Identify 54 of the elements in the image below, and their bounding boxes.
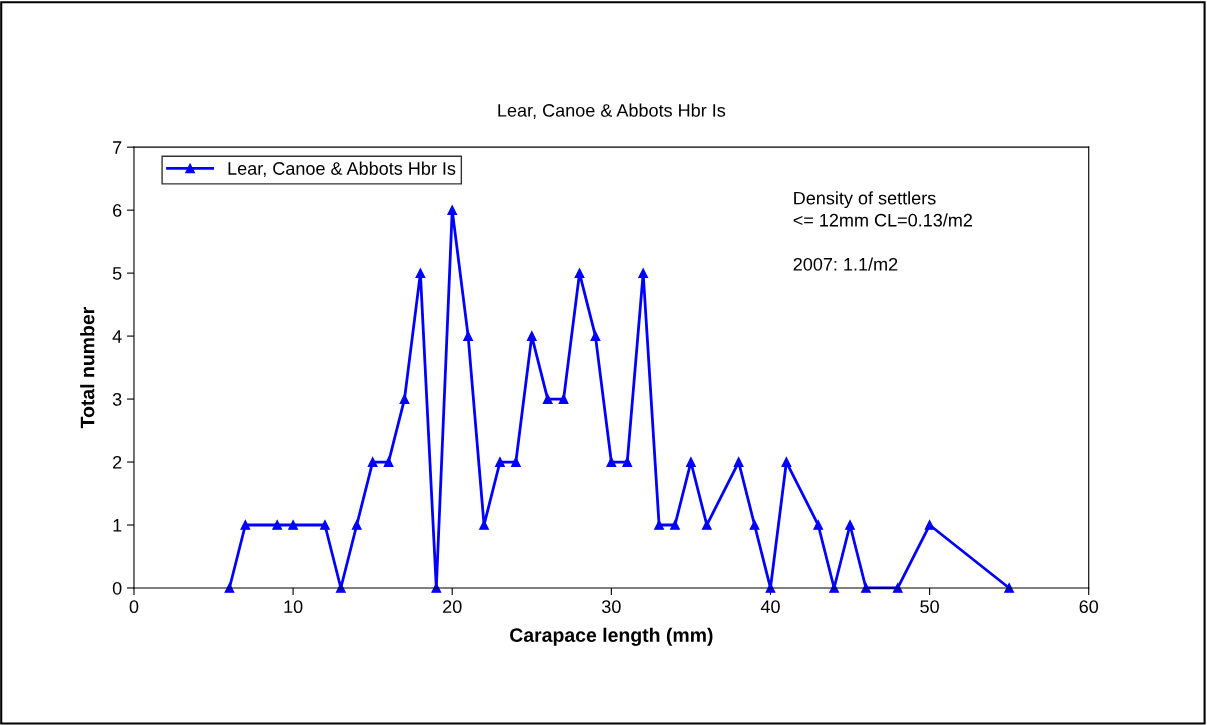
point [861, 583, 871, 593]
point [813, 520, 824, 530]
point [542, 394, 553, 404]
point [781, 457, 792, 467]
x-tick-label: 0 [129, 600, 139, 614]
y-tick-label: 7 [113, 141, 122, 154]
point [606, 457, 617, 467]
text: Density of settlers <= 12mm CL=0.13/m2 2007: 1.1/m2 [793, 191, 972, 271]
point [845, 520, 855, 530]
point [686, 457, 696, 467]
x-tick-label: 10 [284, 600, 303, 614]
point [670, 520, 680, 530]
point [924, 520, 935, 530]
point [479, 520, 489, 530]
x-tick-label: 20 [443, 600, 462, 614]
point [447, 205, 458, 216]
y-tick-label: 2 [113, 455, 122, 469]
point [351, 520, 362, 530]
point [224, 583, 235, 593]
point [638, 268, 649, 278]
x-tick-label: 40 [760, 600, 780, 614]
legend-label: Lear, Canoe & Abbots Hbr Is [228, 161, 456, 178]
point [526, 331, 537, 341]
point [288, 520, 298, 530]
point [320, 520, 330, 530]
point [558, 394, 569, 404]
point [701, 520, 712, 530]
point [574, 268, 585, 278]
y-tick-label: 0 [112, 581, 122, 595]
x-axis-title: Carapace length (mm) [510, 627, 713, 646]
y-tick-label: 3 [112, 393, 122, 406]
y-tick-label: 1 [113, 519, 122, 532]
point [622, 457, 633, 467]
point [272, 520, 283, 530]
point [654, 520, 664, 530]
y-tick-label: 5 [112, 267, 122, 280]
point [399, 394, 410, 404]
x-tick-label: 50 [920, 600, 939, 614]
chart-title: Lear, Canoe & Abbots Hbr Is [498, 103, 726, 119]
y-tick-label: 4 [112, 330, 122, 343]
point [590, 331, 601, 341]
point [733, 457, 744, 467]
y-axis-title: Total number [80, 307, 95, 429]
point [240, 520, 251, 530]
point [463, 331, 473, 341]
point [511, 457, 521, 467]
x-tick-label: 30 [601, 600, 621, 614]
point [383, 457, 394, 467]
point [415, 268, 426, 278]
x-tick-label: 60 [1079, 600, 1099, 614]
point [495, 457, 505, 467]
point [749, 520, 760, 530]
point [367, 457, 378, 467]
y-tick-label: 6 [113, 204, 122, 217]
